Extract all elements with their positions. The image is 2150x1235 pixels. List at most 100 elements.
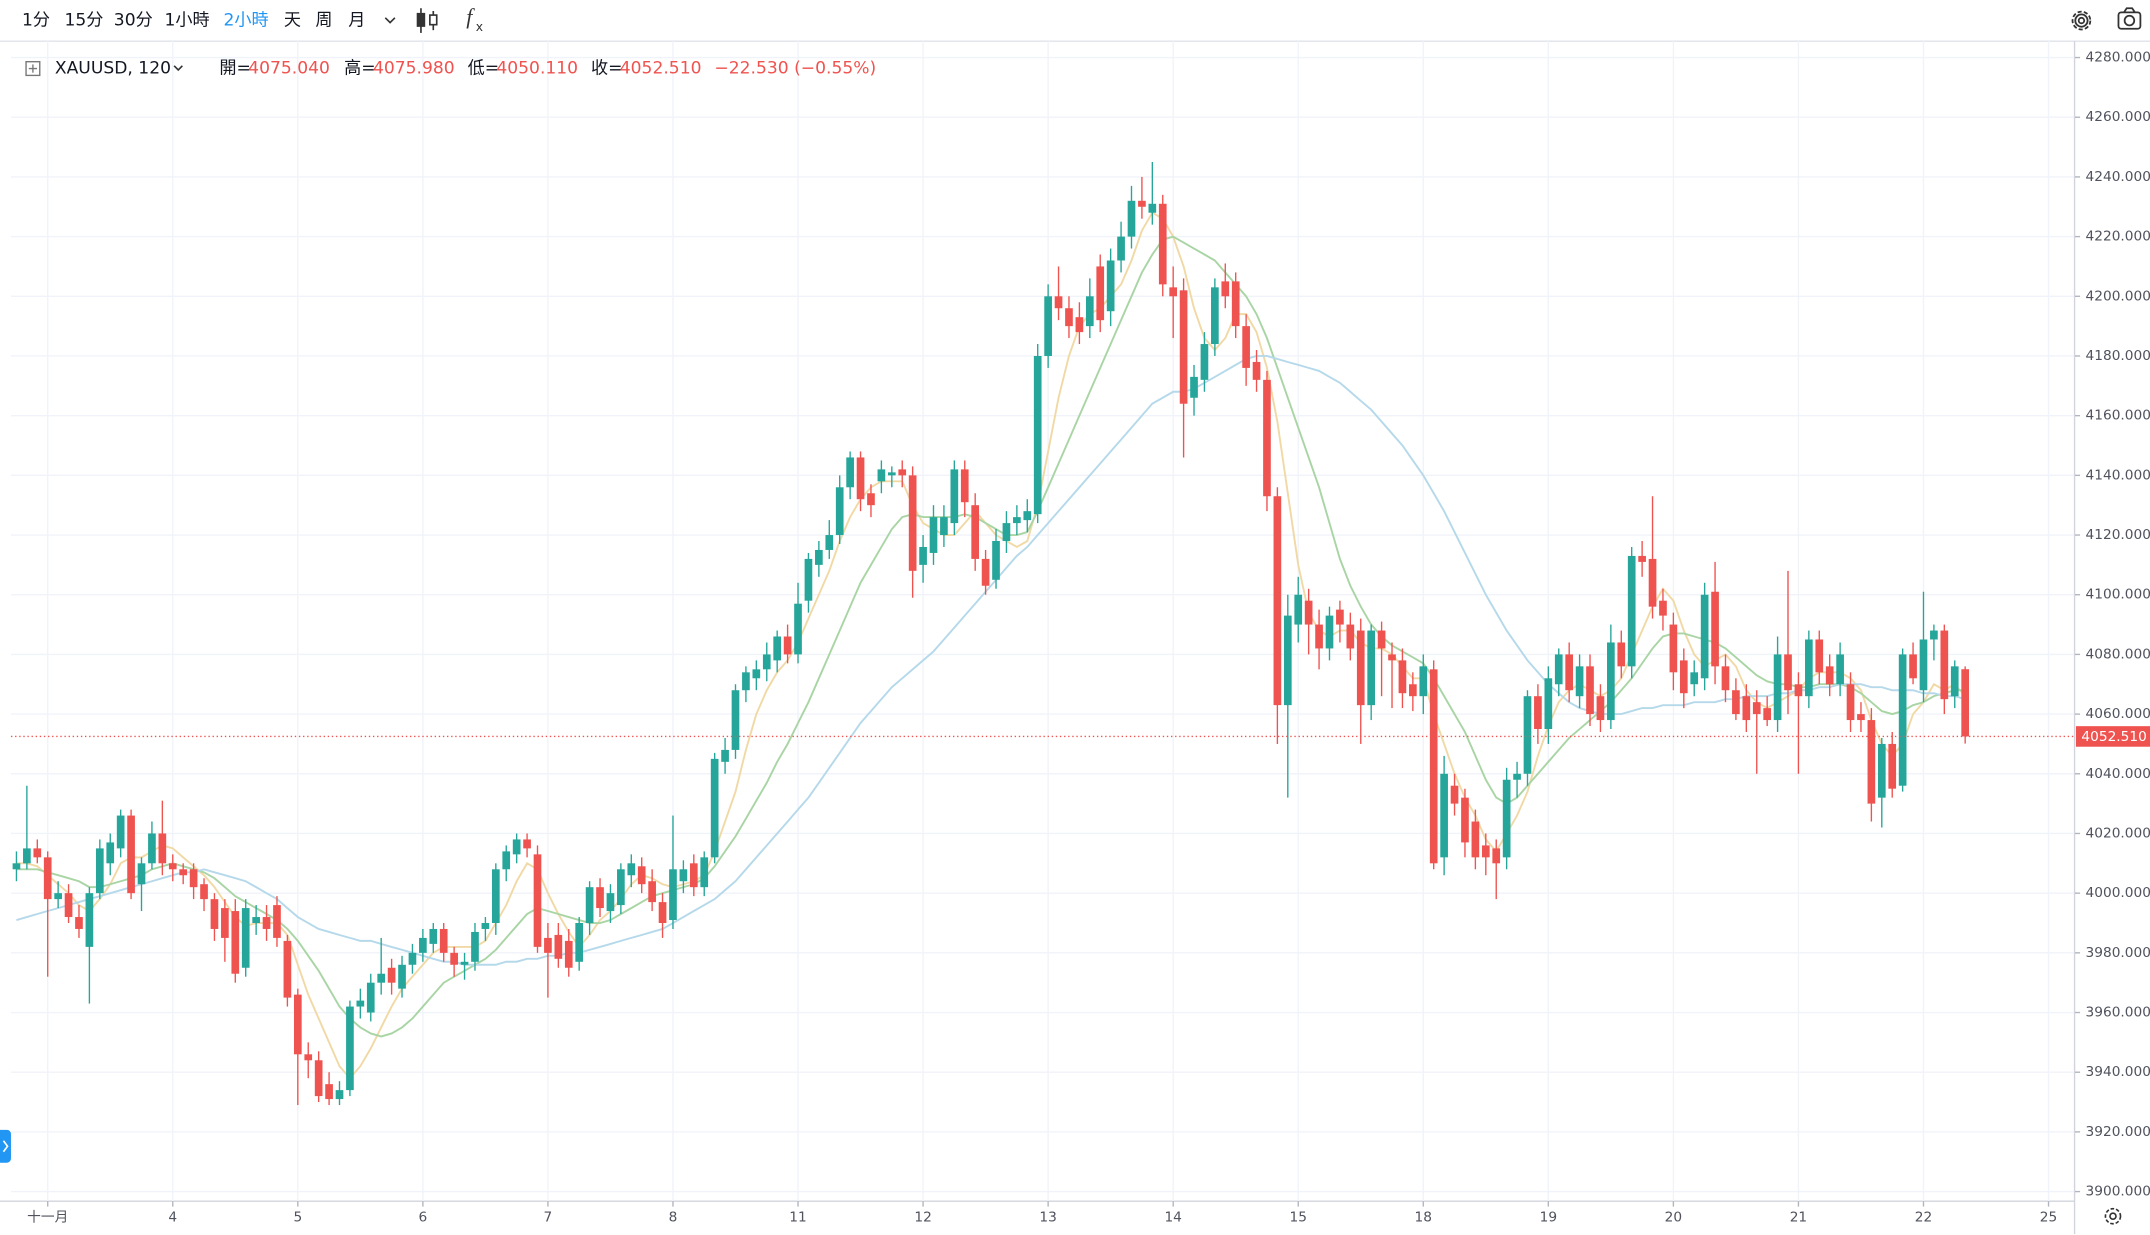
candle-body <box>33 848 42 858</box>
side-toggle[interactable] <box>0 1129 11 1163</box>
indicators-button[interactable]: f x <box>466 4 483 34</box>
candle-body <box>1554 654 1563 685</box>
interval-button[interactable]: 天 <box>284 11 301 31</box>
interval-button[interactable]: 15分 <box>64 11 103 31</box>
candle-body <box>1002 523 1011 542</box>
y-tick-label: 4280.000 <box>2086 50 2150 66</box>
candle-body <box>1773 654 1782 721</box>
candle-body <box>1231 281 1240 327</box>
y-tick-label: 3940.000 <box>2086 1064 2150 1080</box>
candle-body <box>1659 600 1667 616</box>
x-tick-label: 15 <box>1290 1210 1307 1226</box>
candle-body <box>1117 236 1125 261</box>
candle-body <box>742 672 750 691</box>
interval-button[interactable]: 2小時 <box>224 11 269 31</box>
candle-body <box>950 469 959 524</box>
legend-close-label: 收= <box>591 59 622 79</box>
symbol-menu[interactable] <box>173 65 183 72</box>
candle-body <box>1805 639 1813 697</box>
candle-body <box>794 603 802 655</box>
candle-body <box>200 884 208 900</box>
candle-body <box>481 922 490 929</box>
candle-body <box>1169 287 1178 297</box>
candle-body <box>679 869 688 882</box>
last-price-badge <box>2075 726 2150 747</box>
candle-body <box>992 541 1000 580</box>
legend-high: 4075.980 <box>373 59 455 79</box>
candle-body <box>835 487 844 536</box>
candle-body <box>1596 696 1605 721</box>
expand-legend[interactable] <box>25 61 41 77</box>
candle-body <box>429 928 438 944</box>
candle-body <box>1065 308 1073 327</box>
y-tick-label: 4060.000 <box>2086 706 2150 722</box>
candle-body <box>856 457 865 500</box>
candle-body <box>1867 720 1876 804</box>
candle-body <box>252 917 260 923</box>
candle-body <box>1877 743 1886 798</box>
x-tick-label: 11 <box>789 1210 806 1226</box>
y-tick-label: 3920.000 <box>2086 1124 2150 1140</box>
candle-body <box>1565 654 1574 691</box>
interval-button[interactable]: 1分 <box>22 11 50 31</box>
candle-body <box>1752 702 1761 715</box>
interval-button[interactable]: 周 <box>315 11 332 31</box>
chart-type-button[interactable] <box>416 8 438 33</box>
candle-body <box>929 517 938 553</box>
candle-body <box>450 952 458 965</box>
candle-body <box>908 475 917 571</box>
candle-body <box>617 869 625 906</box>
candle-body <box>658 902 667 923</box>
candle-body <box>752 669 761 679</box>
candle-body <box>1940 630 1949 700</box>
candle-body <box>1179 290 1188 404</box>
candle-body <box>106 842 115 864</box>
candle-body <box>398 964 406 989</box>
y-tick-label: 4140.000 <box>2086 467 2150 483</box>
interval-button[interactable]: 30分 <box>114 11 153 31</box>
candle-body <box>1294 594 1303 625</box>
settings-button[interactable] <box>2071 10 2092 31</box>
candle-body <box>1721 666 1730 691</box>
candle-body <box>564 940 573 968</box>
candle-body <box>1096 266 1105 321</box>
candle-body <box>1252 361 1261 380</box>
candle-body <box>491 869 500 923</box>
candle-body <box>471 931 479 962</box>
candle-body <box>1211 287 1219 345</box>
candle-body <box>168 863 177 870</box>
y-tick-label: 3900.000 <box>2086 1184 2150 1200</box>
candle-body <box>439 928 448 953</box>
interval-button[interactable]: 月 <box>348 11 365 31</box>
candle-body <box>512 839 521 855</box>
candle-body <box>1888 743 1897 789</box>
y-tick-label: 4180.000 <box>2086 348 2150 364</box>
candle-body <box>1627 555 1636 667</box>
candle-body <box>783 636 792 655</box>
candle-body <box>1377 630 1386 649</box>
candle-body <box>1534 696 1542 730</box>
candle-body <box>1961 669 1970 737</box>
legend-open-label: 開= <box>219 59 250 79</box>
y-tick-label: 3980.000 <box>2086 945 2150 961</box>
candle-body <box>1033 355 1042 515</box>
candle-body <box>1471 821 1480 858</box>
more-intervals[interactable] <box>384 17 396 24</box>
y-tick-label: 4100.000 <box>2086 587 2150 603</box>
candle-body <box>700 857 709 888</box>
candle-body <box>846 457 854 488</box>
x-tick-label: 18 <box>1415 1210 1432 1226</box>
candle-body <box>887 472 896 476</box>
candle-body <box>95 848 104 894</box>
moving-average-line <box>16 211 1966 1080</box>
svg-text:x: x <box>476 20 483 34</box>
x-tick-label: 5 <box>293 1210 302 1226</box>
legend-low: 4050.110 <box>496 59 578 79</box>
axis-settings-button[interactable] <box>2104 1207 2122 1225</box>
screenshot-button[interactable] <box>2117 7 2142 30</box>
legend-symbol: XAUUSD, 120 <box>55 59 171 79</box>
candle-body <box>1409 684 1417 697</box>
candle-body <box>377 973 386 983</box>
interval-button[interactable]: 1小時 <box>165 11 210 31</box>
toolbar: f x 1分 15分 30分 1小時 2小時天周月 <box>22 4 2142 34</box>
